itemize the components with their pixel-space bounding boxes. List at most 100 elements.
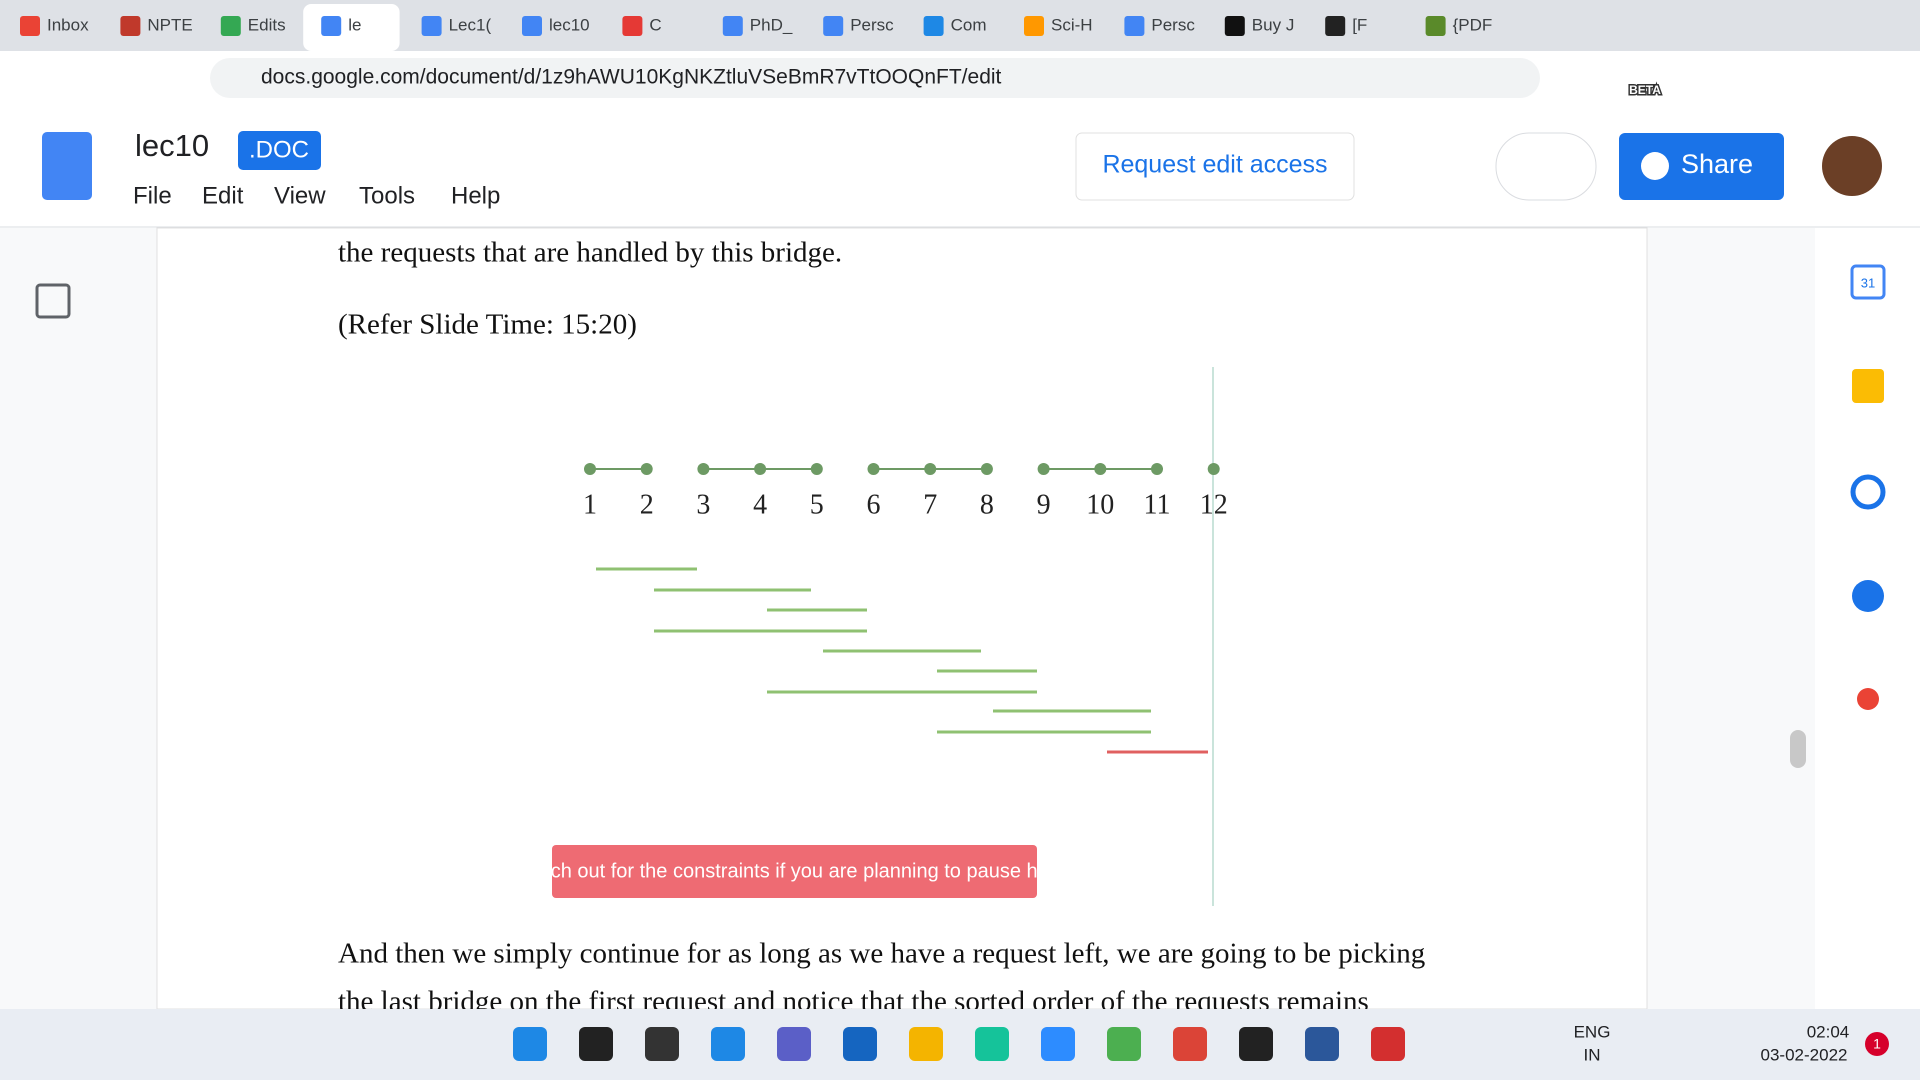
menu: File Edit View Tools Help bbox=[133, 182, 500, 209]
keep-icon[interactable] bbox=[1852, 369, 1884, 403]
point-label: 2 bbox=[640, 489, 654, 520]
tab-icon bbox=[722, 16, 743, 36]
contacts-icon[interactable] bbox=[1852, 580, 1884, 612]
taskbar-app[interactable] bbox=[909, 1027, 943, 1061]
menu-item[interactable]: View bbox=[274, 182, 326, 209]
tab[interactable] bbox=[102, 4, 199, 51]
point-label: 3 bbox=[696, 489, 710, 520]
point-label: 12 bbox=[1200, 489, 1228, 520]
beta-badge: BETA bbox=[1629, 83, 1661, 97]
request-label: Request edit access bbox=[1102, 151, 1327, 179]
tab-title: lec10 bbox=[549, 15, 590, 34]
menu-item[interactable]: Help bbox=[451, 182, 500, 209]
taskbar-app[interactable] bbox=[1371, 1027, 1405, 1061]
tab[interactable] bbox=[1006, 4, 1103, 51]
taskbar-app[interactable] bbox=[1041, 1027, 1075, 1061]
paragraph: the requests that are handled by this br… bbox=[338, 237, 842, 269]
format-label: .DOC bbox=[249, 136, 309, 163]
diagram: Watch out for the constraints if you are… bbox=[516, 367, 1228, 906]
tab-title: [F bbox=[1352, 15, 1367, 34]
tab[interactable] bbox=[403, 4, 500, 51]
point-label: 11 bbox=[1144, 489, 1171, 520]
taskbar-app[interactable] bbox=[1173, 1027, 1207, 1061]
tab[interactable] bbox=[1307, 4, 1404, 51]
tab-title: {PDF bbox=[1453, 15, 1493, 34]
avatar[interactable] bbox=[1822, 136, 1882, 196]
taskbar-app[interactable] bbox=[1107, 1027, 1141, 1061]
tab-icon bbox=[220, 16, 241, 36]
clock-date: 03-02-2022 bbox=[1761, 1045, 1848, 1064]
upload-button[interactable] bbox=[1495, 132, 1597, 201]
taskbar-apps bbox=[513, 1027, 1405, 1061]
point bbox=[1094, 463, 1107, 475]
tab-title: Sci-H bbox=[1051, 15, 1093, 34]
point-label: 8 bbox=[980, 489, 994, 520]
tab-icon bbox=[1024, 16, 1044, 36]
tab-icon bbox=[421, 16, 442, 36]
menu-item[interactable]: File bbox=[133, 182, 172, 209]
point bbox=[754, 463, 767, 475]
scrollbar[interactable] bbox=[1790, 730, 1806, 768]
doc-title[interactable]: lec10 bbox=[135, 128, 209, 163]
tab[interactable] bbox=[2, 4, 99, 51]
point-label: 5 bbox=[810, 489, 824, 520]
tab-title: Inbox bbox=[47, 15, 89, 34]
point bbox=[697, 463, 710, 475]
outline-icon[interactable] bbox=[35, 283, 71, 319]
docs-logo[interactable] bbox=[42, 132, 92, 200]
note-text: Watch out for the constraints if you are… bbox=[516, 860, 1072, 882]
notification-badge[interactable] bbox=[1865, 1032, 1889, 1056]
share-label: Share bbox=[1681, 149, 1753, 179]
taskbar-app[interactable] bbox=[1305, 1027, 1339, 1061]
tasks-icon[interactable] bbox=[1850, 474, 1886, 510]
tab-title: Persc bbox=[1151, 15, 1195, 34]
taskbar-app[interactable] bbox=[975, 1027, 1009, 1061]
tab-icon bbox=[923, 16, 944, 36]
taskbar-app[interactable] bbox=[513, 1027, 547, 1061]
omnibox[interactable] bbox=[210, 58, 1540, 98]
tab[interactable] bbox=[1206, 4, 1304, 51]
share-button[interactable] bbox=[1619, 133, 1784, 200]
point-label: 4 bbox=[753, 489, 767, 520]
tab[interactable] bbox=[1106, 4, 1203, 51]
calendar-day: 31 bbox=[1861, 275, 1875, 290]
point-label: 9 bbox=[1037, 489, 1051, 520]
tab[interactable] bbox=[604, 4, 701, 51]
tab-icon bbox=[321, 16, 342, 36]
format-badge bbox=[238, 131, 321, 170]
tab-title: Edits bbox=[248, 15, 286, 34]
note-banner bbox=[552, 845, 1037, 898]
taskbar-app[interactable] bbox=[843, 1027, 877, 1061]
tab[interactable] bbox=[805, 4, 902, 51]
point-label: 10 bbox=[1086, 489, 1114, 520]
maps-icon[interactable] bbox=[1857, 688, 1879, 710]
taskbar-app[interactable] bbox=[777, 1027, 811, 1061]
tab[interactable] bbox=[303, 4, 400, 51]
taskbar-app[interactable] bbox=[645, 1027, 679, 1061]
point bbox=[1207, 463, 1220, 475]
calendar-icon[interactable] bbox=[1850, 264, 1886, 300]
tab-title: le bbox=[348, 15, 361, 34]
taskbar-app[interactable] bbox=[711, 1027, 745, 1061]
tab-icon bbox=[1224, 16, 1245, 36]
menu-item[interactable]: Tools bbox=[359, 182, 415, 209]
tab-icon bbox=[120, 16, 141, 36]
tab-icon bbox=[1425, 16, 1446, 36]
url: docs.google.com/document/d/1z9hAWU10KgNK… bbox=[261, 66, 1002, 89]
tab[interactable] bbox=[704, 4, 802, 51]
language: ENG bbox=[1574, 1022, 1611, 1041]
tab-title: NPTE bbox=[147, 15, 192, 34]
region: IN bbox=[1584, 1045, 1601, 1064]
taskbar-app[interactable] bbox=[1239, 1027, 1273, 1061]
tab-icon bbox=[20, 16, 40, 36]
taskbar-app[interactable] bbox=[579, 1027, 613, 1061]
notification-count: 1 bbox=[1873, 1036, 1881, 1052]
menu-item[interactable]: Edit bbox=[202, 182, 244, 209]
tab[interactable] bbox=[202, 4, 300, 51]
tab[interactable] bbox=[1407, 4, 1504, 51]
tab[interactable] bbox=[504, 4, 601, 51]
request-button[interactable] bbox=[1075, 132, 1355, 201]
tab[interactable] bbox=[905, 4, 1002, 51]
